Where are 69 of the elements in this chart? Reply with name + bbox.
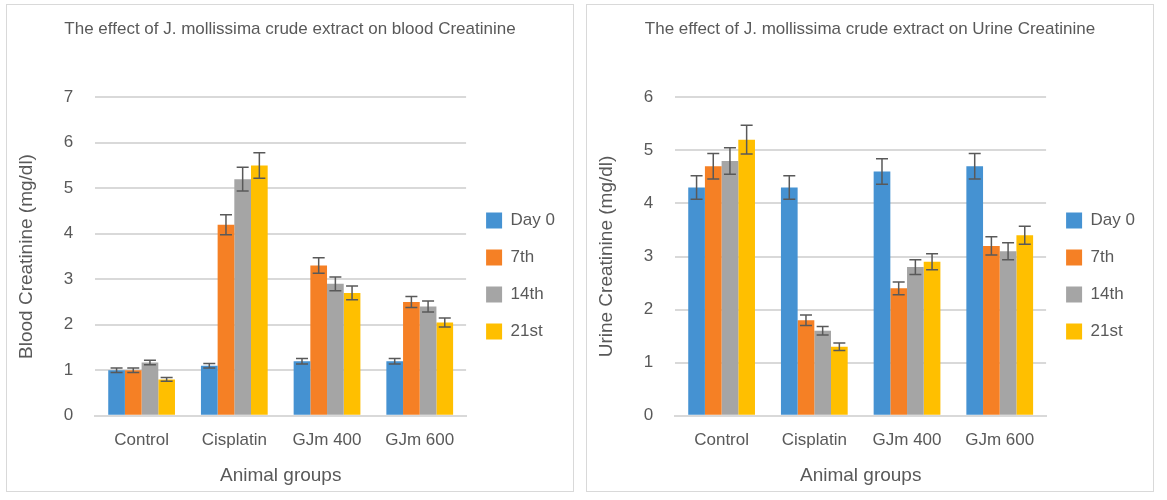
bar — [234, 179, 252, 415]
y-tick-label: 4 — [63, 223, 74, 243]
bar — [873, 171, 891, 415]
bar — [721, 160, 739, 415]
y-tick-label: 1 — [63, 359, 74, 379]
bar — [704, 166, 722, 415]
x-tick-label: GJm 400 — [292, 429, 362, 449]
bar — [310, 265, 328, 415]
y-tick-label: 7 — [63, 86, 74, 106]
y-axis-title: Urine Creatinine (mg/dl) — [594, 155, 616, 358]
y-tick-label: 2 — [63, 314, 74, 334]
legend-label: Day 0 — [510, 210, 556, 230]
y-tick-label: 5 — [643, 139, 654, 159]
bar — [124, 370, 142, 415]
x-tick-label: Control — [114, 429, 170, 449]
bar — [831, 346, 848, 415]
bar — [436, 322, 454, 415]
x-tick-label: Cisplatin — [781, 429, 847, 449]
x-tick-label: GJm 600 — [965, 429, 1035, 449]
bar — [293, 361, 311, 415]
legend-label: 21st — [510, 321, 543, 341]
bar — [797, 320, 815, 415]
bar — [327, 283, 344, 415]
bar — [688, 187, 705, 415]
y-tick-label: 6 — [643, 86, 654, 106]
bar — [141, 362, 159, 415]
bar — [158, 379, 175, 415]
x-axis-title: Animal groups — [219, 463, 342, 485]
bar — [217, 224, 235, 415]
bar — [999, 251, 1017, 415]
bar — [780, 187, 798, 415]
bar — [386, 361, 404, 415]
bar — [890, 288, 908, 415]
bar — [251, 165, 268, 415]
x-tick-label: GJm 400 — [872, 429, 942, 449]
y-tick-label: 4 — [643, 193, 654, 213]
bar — [419, 306, 437, 415]
bar — [1016, 235, 1034, 415]
chart-title: The effect of J. mollissima crude extract on blood Creatinine — [63, 18, 517, 40]
legend-label: 14th — [510, 284, 544, 304]
y-tick-label: 3 — [63, 268, 74, 288]
bar — [923, 261, 941, 415]
legend-label: 14th — [1090, 284, 1124, 304]
bar — [814, 330, 832, 415]
bar — [343, 292, 361, 415]
bar — [907, 267, 924, 415]
bar — [738, 139, 755, 415]
bar — [108, 370, 125, 415]
y-tick-label: 6 — [63, 132, 74, 152]
bar — [983, 245, 1000, 415]
y-tick-label: 1 — [643, 352, 654, 372]
bar — [966, 166, 984, 415]
legend-label: 7th — [1090, 247, 1115, 267]
y-axis-title: Blood Creatinine (mg/dl) — [14, 154, 36, 359]
legend-label: Day 0 — [1090, 210, 1136, 230]
bar — [403, 302, 420, 415]
chart-title: The effect of J. mollissima crude extract on Urine Creatinine — [643, 18, 1097, 40]
y-tick-label: 0 — [63, 405, 74, 425]
legend-label: 7th — [510, 247, 535, 267]
legend-label: 21st — [1090, 321, 1123, 341]
x-tick-label: Cisplatin — [201, 429, 267, 449]
y-tick-label: 2 — [643, 299, 654, 319]
bar — [200, 365, 218, 415]
y-tick-label: 3 — [643, 246, 654, 266]
y-tick-label: 0 — [643, 405, 654, 425]
x-tick-label: Control — [694, 429, 750, 449]
x-tick-label: GJm 600 — [385, 429, 455, 449]
y-tick-label: 5 — [63, 177, 74, 197]
x-axis-title: Animal groups — [799, 463, 922, 485]
